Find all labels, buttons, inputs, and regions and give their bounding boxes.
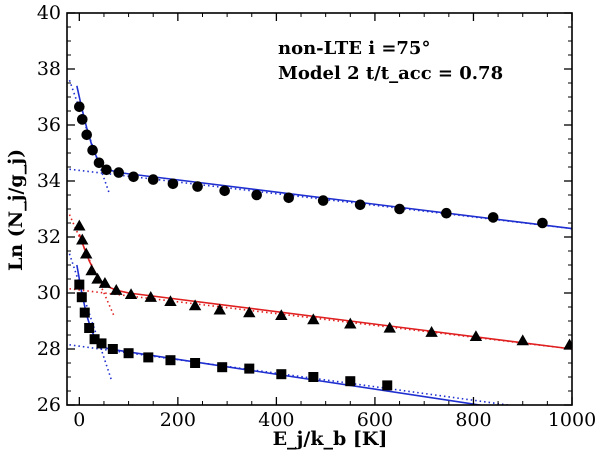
x-tick-label: 200 [160,409,196,431]
triangles-point [383,321,396,333]
triangles-point [213,303,226,315]
squares-point [308,372,319,382]
circles-point [219,185,230,197]
squares-fit-curve [76,264,485,405]
y-tick-label: 28 [37,338,61,360]
squares-point [165,355,176,366]
squares-point [217,362,228,373]
triangles-point [516,334,529,346]
annotation-line-2: Model 2 t/t_acc = 0.78 [278,63,503,84]
squares-point [89,334,100,345]
squares-point [345,376,356,387]
squares-point [74,279,85,290]
squares-point [79,307,90,318]
squares-point [276,369,287,380]
triangles-dotted-fit-2 [69,288,572,350]
squares-point [107,344,118,354]
triangles-point [110,284,123,295]
squares-point [84,323,95,333]
circles-point [283,192,295,204]
circles-point [192,181,203,192]
x-tick-label: 400 [258,409,294,431]
circles-point [93,157,105,169]
squares-point [123,348,134,359]
y-tick-label: 36 [37,114,61,136]
triangles-fit-curve [78,233,572,350]
triangles-point [188,299,202,311]
x-tick-label: 600 [357,409,393,431]
y-tick-label: 26 [37,394,61,416]
squares-point [382,380,393,391]
triangles-point [469,330,483,342]
triangles-point [98,277,112,288]
x-tick-label: 1000 [548,409,596,431]
triangles-point [164,295,177,307]
x-tick-label: 0 [73,409,85,431]
x-axis-title: E_j/k_b [K] [273,428,388,450]
triangles-point [91,272,104,284]
y-tick-label: 38 [37,58,61,80]
triangles-point [425,326,438,337]
y-axis-title: Ln (N_j/g_j) [5,149,27,271]
squares-point [143,352,154,363]
triangles-point [76,233,89,245]
circles-fit-curve [76,85,572,230]
triangles-point [307,313,320,325]
annotation-line-1: non-LTE i =75° [278,38,430,59]
circles-point [81,129,93,141]
circles-point [101,164,112,176]
squares-point [76,292,87,303]
circles-point [74,101,85,113]
circles-point [128,171,139,183]
y-tick-label: 32 [37,226,61,248]
circles-point [317,195,329,206]
circles-point [441,207,452,219]
triangles-point [243,306,256,318]
circles-point [147,174,159,185]
triangles-point [73,219,86,231]
fit-lines [68,79,572,405]
circles-point [113,167,125,178]
circles-point [87,144,98,156]
x-tick-label: 800 [455,409,491,431]
triangles-point [563,338,572,350]
circles-point [167,178,179,190]
squares-point [190,358,201,368]
circles-point [251,189,262,201]
triangles-point [85,264,98,276]
triangles-point [124,288,138,300]
squares-dotted-fit-2 [69,344,509,405]
triangles-point [275,309,288,321]
squares-point [96,338,107,349]
circles-point [487,212,499,223]
triangles-point [80,247,93,259]
squares-point [244,363,255,374]
circles-point [394,203,405,215]
axes: 0 200 400 600 800 1000 26 28 30 32 34 36 38 40 [37,2,596,431]
data-markers [73,101,572,391]
y-tick-label: 34 [37,170,61,192]
circles-point [76,114,88,125]
circles-point [354,199,366,211]
triangles-point [144,291,157,302]
circles-point [537,217,548,229]
y-tick-label: 30 [37,282,61,304]
y-tick-label: 40 [37,2,61,24]
triangles-point [344,317,357,329]
